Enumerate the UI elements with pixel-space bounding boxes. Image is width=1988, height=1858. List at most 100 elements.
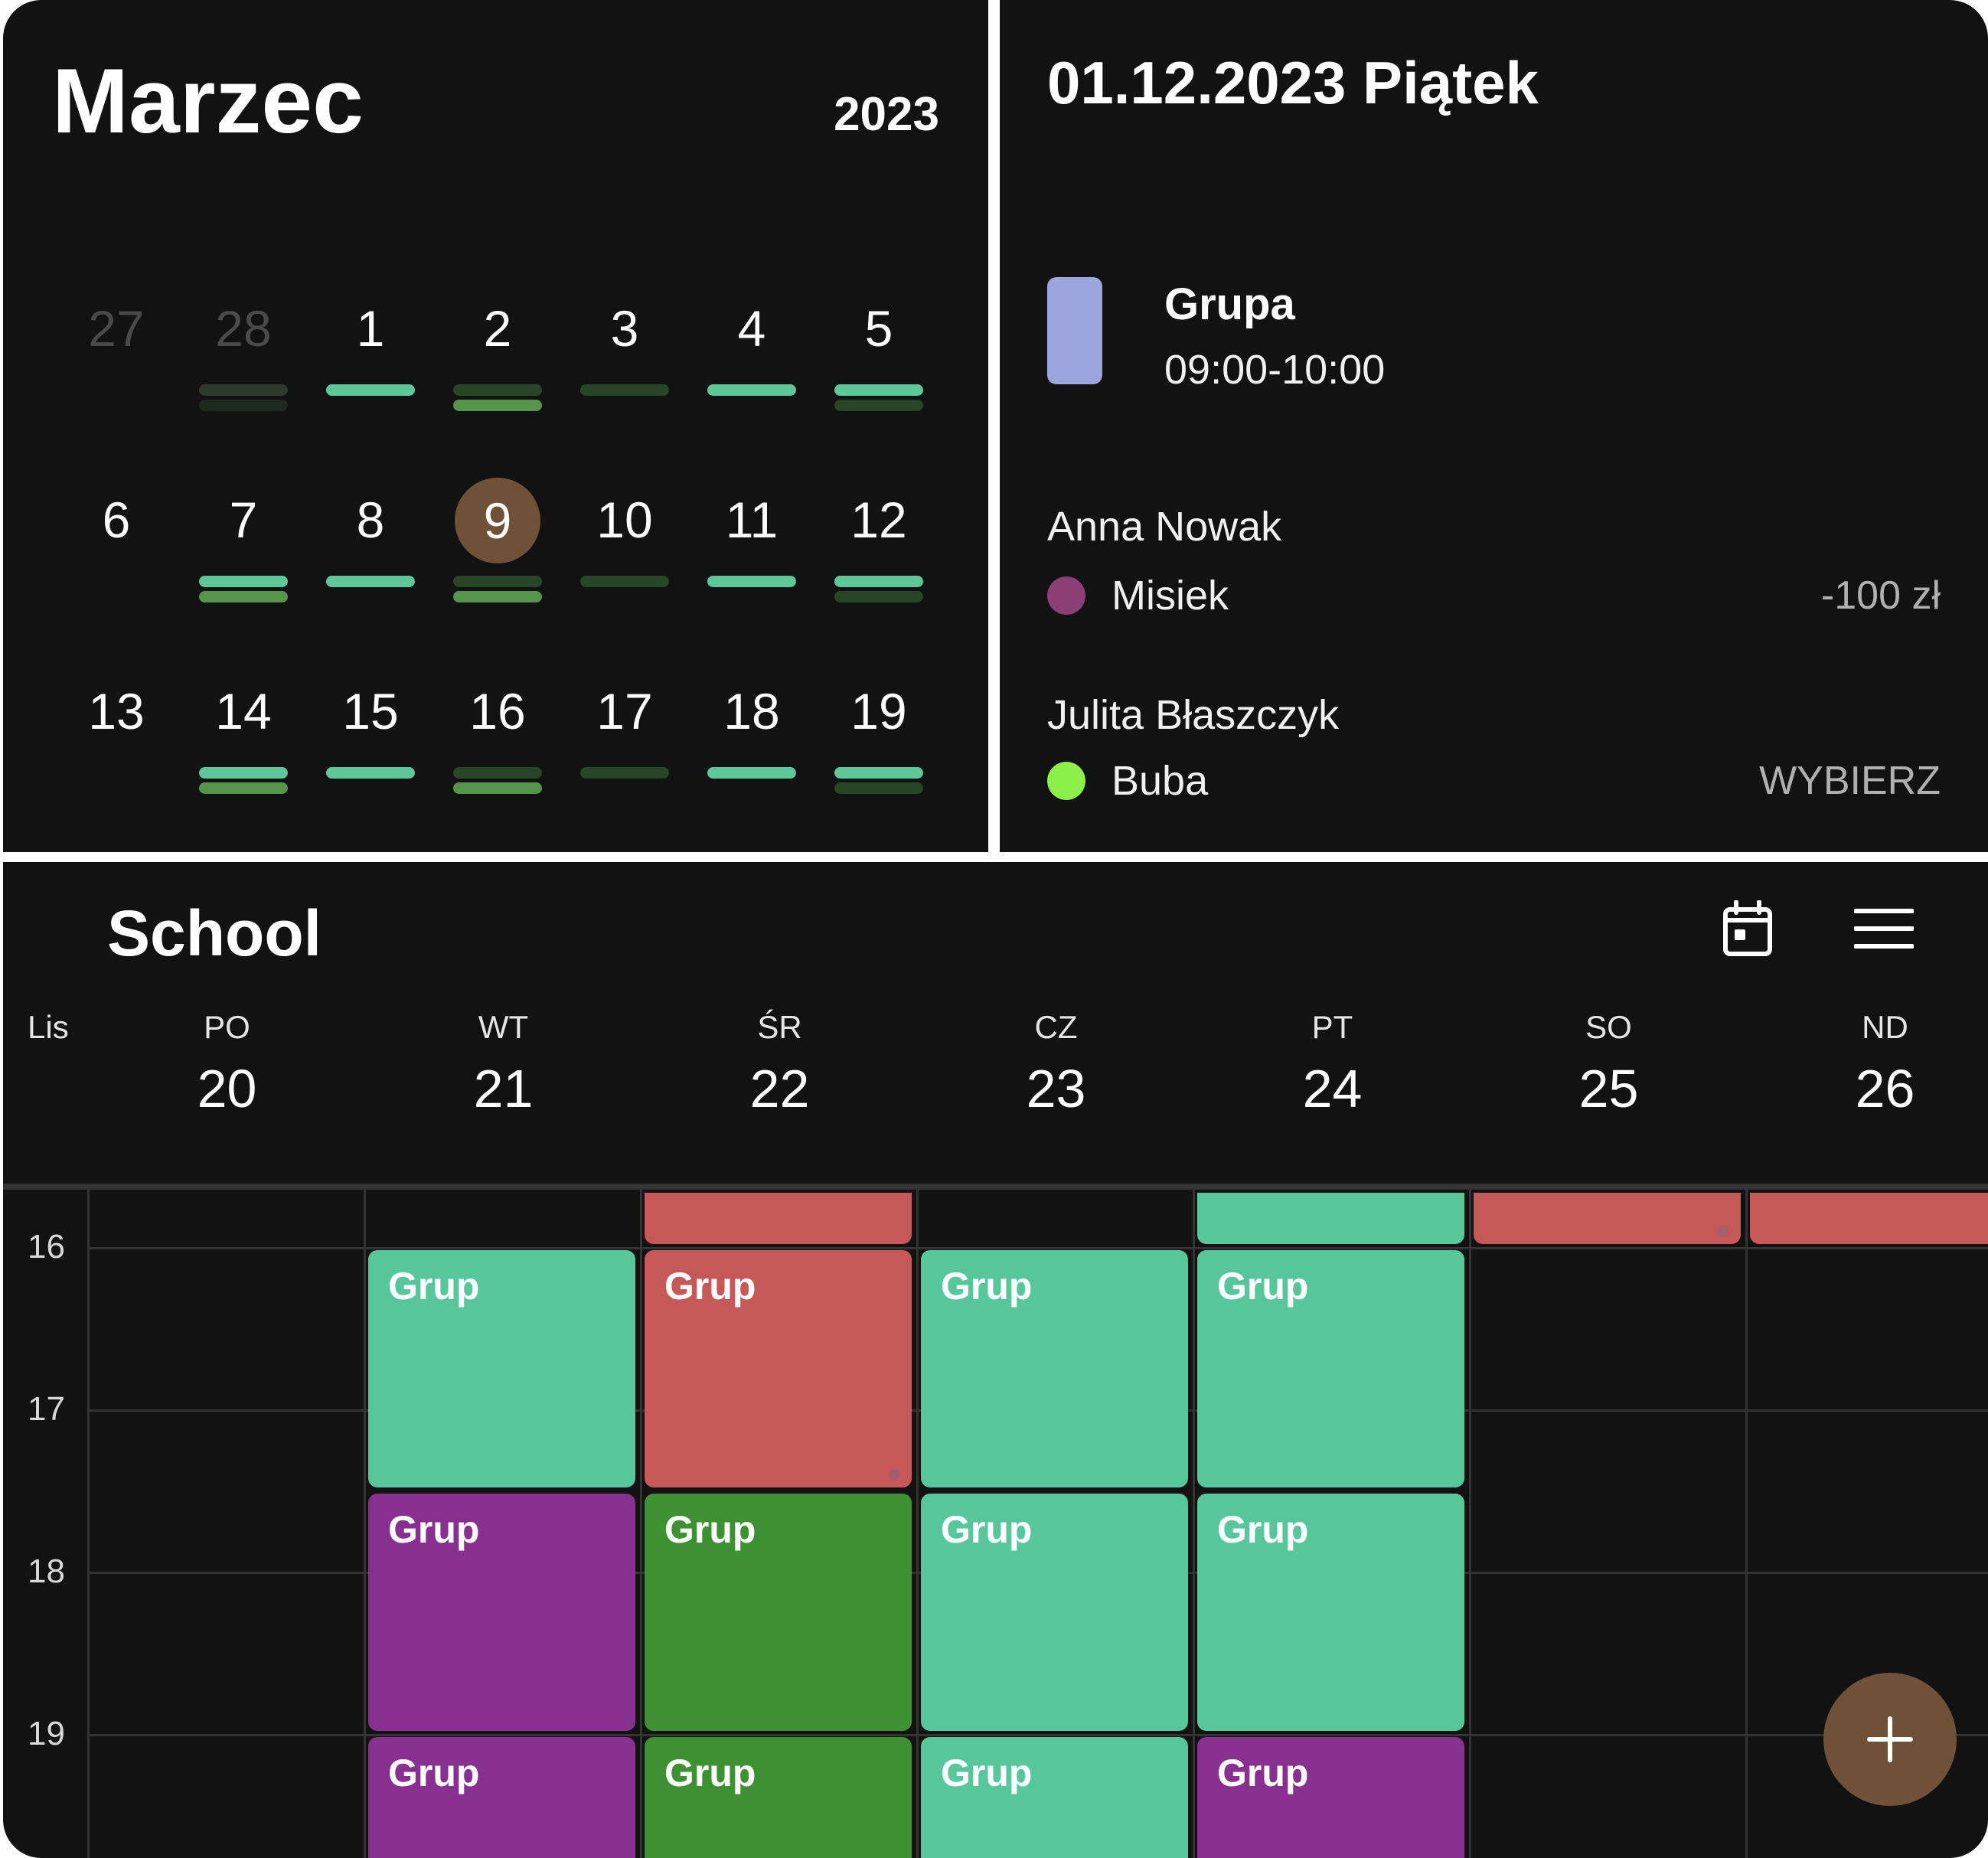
schedule-event[interactable]: Grup (921, 1250, 1188, 1487)
schedule-event[interactable]: Grup (921, 1737, 1188, 1858)
pet-name[interactable]: Misiek (1112, 573, 1229, 619)
calendar-day-cell[interactable]: 9 (434, 478, 561, 669)
event-indicator-bar (199, 767, 288, 779)
event-indicator-bar (834, 576, 923, 587)
month-title[interactable]: Marzec (52, 50, 364, 152)
schedule-event[interactable]: Grup (368, 1250, 635, 1487)
calendar-day-cell[interactable]: 18 (688, 669, 815, 852)
calendar-day-cell[interactable]: 3 (561, 286, 688, 478)
week-schedule-panel: School Lis PO 20 WT 21 ŚR 22 CZ 23 PT 24 SO 25 ND 26 … (3, 862, 1988, 1858)
schedule-event[interactable]: Grup (921, 1494, 1188, 1731)
menu-icon[interactable] (1853, 906, 1915, 955)
detail-date-title: 01.12.2023 Piątek (1047, 49, 1539, 116)
week-day-header[interactable]: PO 20 (151, 1006, 304, 1125)
event-title: Grup (941, 1508, 1033, 1551)
day-number: 16 (469, 683, 526, 740)
day-number: 27 (88, 300, 145, 357)
day-column-line (1469, 1190, 1471, 1858)
calendar-day-cell[interactable]: 6 (53, 478, 180, 669)
event-indicator-bar (834, 767, 923, 779)
schedule-event[interactable] (1197, 1193, 1464, 1244)
day-number: 2 (483, 300, 512, 357)
day-number: 28 (215, 300, 272, 357)
event-title: Grup (388, 1508, 480, 1551)
calendar-day-cell[interactable]: 2 (434, 286, 561, 478)
event-indicator-bar (707, 384, 796, 396)
schedule-event[interactable]: Grup (368, 1737, 635, 1858)
event-title: Grup (941, 1265, 1033, 1308)
weekday-date: 25 (1578, 1059, 1639, 1118)
schedule-event[interactable] (645, 1193, 912, 1244)
event-title: Grup (664, 1752, 756, 1794)
calendar-icon[interactable] (1722, 900, 1773, 961)
calendar-day-cell[interactable]: 7 (180, 478, 307, 669)
week-day-header[interactable]: WT 21 (427, 1006, 580, 1125)
event-indicator-bar (453, 576, 542, 587)
choose-button[interactable]: WYBIERZ (1759, 759, 1941, 803)
schedule-event[interactable]: Grup (645, 1737, 912, 1858)
group-color-swatch (1047, 277, 1102, 384)
schedule-event[interactable]: Grup (1197, 1737, 1464, 1858)
week-day-header[interactable]: ND 26 (1809, 1006, 1962, 1125)
calendar-day-cell[interactable]: 12 (815, 478, 942, 669)
group-name[interactable]: Grupa (1164, 279, 1295, 329)
calendar-day-cell[interactable]: 1 (307, 286, 434, 478)
day-number: 17 (596, 683, 653, 740)
calendar-day-cell[interactable]: 17 (561, 669, 688, 852)
event-marker-dot (1718, 1226, 1728, 1236)
schedule-event[interactable]: Grup (645, 1250, 912, 1487)
day-number: 18 (723, 683, 780, 740)
weekday-date: 20 (197, 1059, 257, 1118)
event-title: Grup (664, 1265, 756, 1308)
event-title: Grup (388, 1752, 480, 1794)
calendar-day-cell[interactable]: 15 (307, 669, 434, 852)
pet-name[interactable]: Buba (1112, 758, 1209, 804)
schedule-event[interactable]: Grup (1197, 1494, 1464, 1731)
calendar-day-cell[interactable]: 28 (180, 286, 307, 478)
calendar-day-cell[interactable]: 19 (815, 669, 942, 852)
event-indicator-bar (326, 767, 415, 779)
day-number: 19 (850, 683, 907, 740)
calendar-day-cell[interactable]: 8 (307, 478, 434, 669)
calendar-day-cell[interactable]: 4 (688, 286, 815, 478)
event-title: Grup (388, 1265, 480, 1308)
day-number: 3 (610, 300, 639, 357)
event-title: Grup (664, 1508, 756, 1551)
hour-label: 17 (28, 1390, 65, 1428)
day-number: 8 (356, 491, 385, 548)
schedule-event[interactable] (1474, 1193, 1741, 1244)
day-number: 10 (596, 491, 653, 548)
schedule-event[interactable]: Grup (368, 1494, 635, 1731)
day-detail-panel: 01.12.2023 Piątek Grupa 09:00-10:00 Anna… (1000, 0, 1988, 852)
event-indicator-bar (707, 576, 796, 587)
event-indicator-bar (453, 782, 542, 794)
event-title: Grup (1217, 1265, 1309, 1308)
week-day-header[interactable]: ŚR 22 (703, 1006, 857, 1125)
week-day-header[interactable]: CZ 23 (980, 1006, 1133, 1125)
calendar-day-cell[interactable]: 16 (434, 669, 561, 852)
calendar-day-cell[interactable]: 14 (180, 669, 307, 852)
calendar-day-cell[interactable]: 5 (815, 286, 942, 478)
event-indicator-bar (199, 384, 288, 396)
year-label[interactable]: 2023 (834, 88, 939, 141)
schedule-event[interactable] (1750, 1193, 1988, 1244)
payment-amount: -100 zł (1820, 573, 1941, 618)
header-divider (3, 1184, 1988, 1190)
person-name: Anna Nowak (1047, 504, 1282, 550)
calendar-day-cell[interactable]: 27 (53, 286, 180, 478)
add-event-button[interactable] (1823, 1673, 1957, 1806)
selected-day-circle: 9 (455, 478, 540, 563)
schedule-event[interactable]: Grup (645, 1494, 912, 1731)
schedule-event[interactable]: Grup (1197, 1250, 1464, 1487)
calendar-day-cell[interactable]: 11 (688, 478, 815, 669)
calendar-day-cell[interactable]: 13 (53, 669, 180, 852)
day-number: 13 (88, 683, 145, 740)
week-day-header[interactable]: PT 24 (1256, 1006, 1409, 1125)
day-number: 12 (850, 491, 907, 548)
hour-label: 19 (28, 1715, 65, 1752)
day-number: 5 (864, 300, 893, 357)
calendar-day-cell[interactable]: 10 (561, 478, 688, 669)
person-name: Julita Błaszczyk (1047, 692, 1340, 738)
day-number: 7 (229, 491, 258, 548)
week-day-header[interactable]: SO 25 (1533, 1006, 1686, 1125)
